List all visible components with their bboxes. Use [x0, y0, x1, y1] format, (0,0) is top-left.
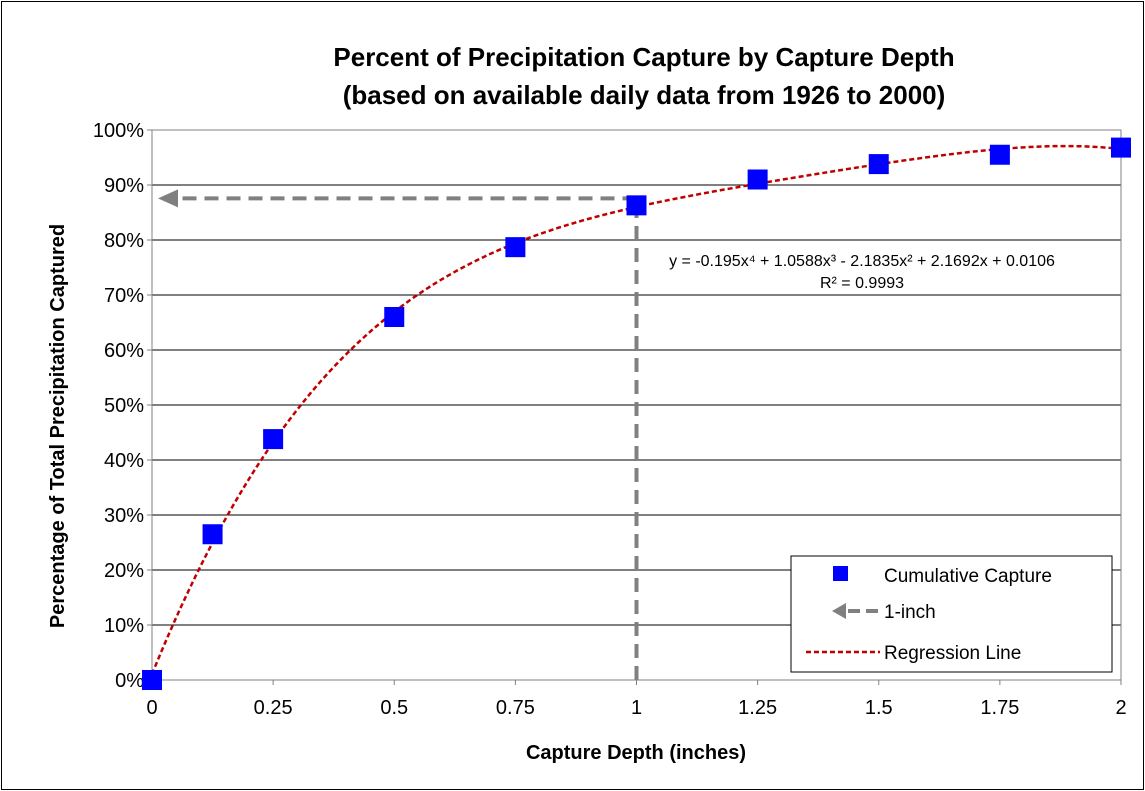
y-tick-label: 70%	[104, 285, 144, 307]
arrow-head-icon	[158, 189, 178, 208]
x-tick-label: 0	[146, 697, 157, 719]
x-tick-label: 0.5	[380, 697, 408, 719]
one-inch-reference	[158, 189, 639, 680]
data-point	[868, 154, 889, 175]
y-tick-label: 80%	[104, 230, 144, 252]
data-point	[505, 237, 526, 258]
legend-marker-cumulative	[833, 566, 848, 581]
x-tick-label: 2	[1115, 697, 1126, 719]
y-axis-title: Percentage of Total Precipitation Captur…	[47, 224, 69, 628]
y-tick-label: 0%	[115, 670, 144, 692]
data-point	[384, 307, 405, 327]
x-tick-label: 1	[631, 697, 642, 719]
data-point	[626, 195, 647, 216]
x-tick-label: 1.5	[865, 697, 893, 719]
data-point	[142, 670, 162, 690]
y-axis-ticks: 0% 10% 20% 30% 40% 50% 60% 70% 80% 90% 100%	[93, 120, 152, 692]
legend-arrow-icon	[832, 603, 846, 619]
y-tick-label: 60%	[104, 340, 144, 362]
y-tick-label: 50%	[104, 395, 144, 417]
x-tick-label: 1.75	[980, 697, 1019, 719]
y-tick-label: 40%	[104, 450, 144, 472]
x-axis-ticks: 0 0.25 0.5 0.75 1 1.25 1.5 1.75 2	[146, 680, 1127, 719]
legend-label-cumulative: Cumulative Capture	[884, 566, 1052, 587]
data-point	[263, 429, 284, 450]
chart-title-line2: (based on available daily data from 1926…	[343, 80, 946, 110]
y-tick-label: 100%	[93, 120, 144, 142]
y-tick-label: 30%	[104, 505, 144, 527]
x-tick-label: 1.25	[738, 697, 777, 719]
legend: Cumulative Capture 1-inch Regression Lin…	[790, 555, 1113, 673]
regression-r-squared: R² = 0.9993	[820, 275, 904, 292]
x-tick-label: 0.75	[496, 697, 535, 719]
x-axis-title: Capture Depth (inches)	[526, 742, 746, 764]
data-point	[202, 524, 223, 545]
data-point	[1111, 137, 1131, 158]
data-point	[989, 144, 1010, 165]
y-tick-label: 90%	[104, 175, 144, 197]
x-tick-label: 0.25	[254, 697, 293, 719]
legend-label-1-inch: 1-inch	[884, 602, 936, 623]
chart-title-line1: Percent of Precipitation Capture by Capt…	[333, 42, 954, 72]
regression-equation: y = -0.195x⁴ + 1.0588x³ - 2.1835x² + 2.1…	[669, 253, 1055, 270]
y-tick-label: 20%	[104, 560, 144, 582]
data-point	[747, 169, 768, 190]
legend-label-regression: Regression Line	[884, 643, 1021, 664]
y-tick-label: 10%	[104, 615, 144, 637]
cumulative-capture-markers	[142, 137, 1131, 690]
